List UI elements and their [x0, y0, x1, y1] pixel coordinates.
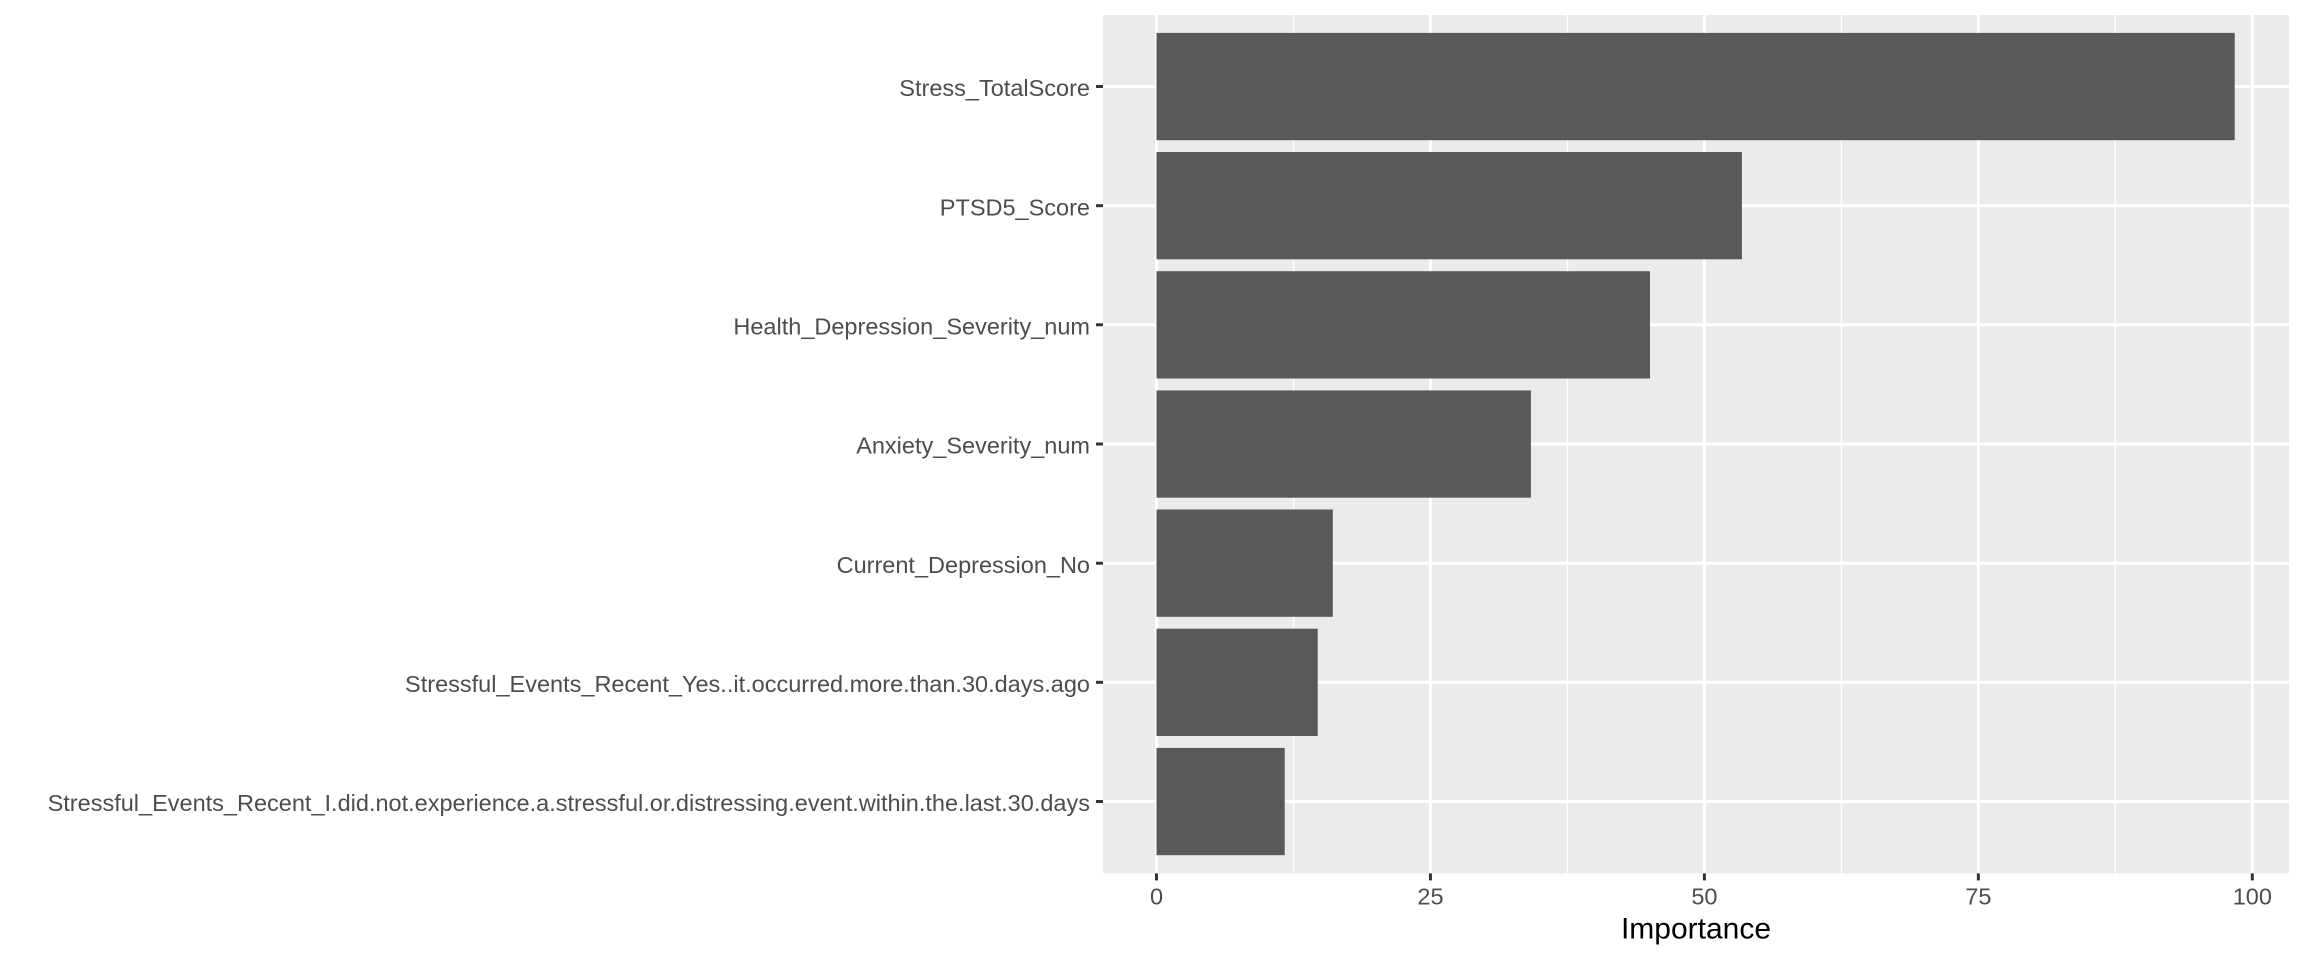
svg-text:Anxiety_Severity_num: Anxiety_Severity_num	[856, 433, 1090, 459]
svg-text:25: 25	[1417, 883, 1443, 909]
svg-text:Importance: Importance	[1621, 912, 1771, 945]
svg-text:Current_Depression_No: Current_Depression_No	[837, 552, 1090, 578]
svg-text:Stress_TotalScore: Stress_TotalScore	[899, 75, 1090, 101]
svg-text:75: 75	[1965, 883, 1991, 909]
svg-text:PTSD5_Score: PTSD5_Score	[940, 194, 1090, 220]
svg-text:Health_Depression_Severity_num: Health_Depression_Severity_num	[733, 313, 1090, 339]
svg-text:50: 50	[1691, 883, 1717, 909]
svg-text:100: 100	[2233, 883, 2272, 909]
svg-text:Stressful_Events_Recent_I.did.: Stressful_Events_Recent_I.did.not.experi…	[48, 790, 1090, 816]
svg-text:Stressful_Events_Recent_Yes..i: Stressful_Events_Recent_Yes..it.occurred…	[405, 671, 1090, 697]
svg-text:0: 0	[1150, 883, 1163, 909]
